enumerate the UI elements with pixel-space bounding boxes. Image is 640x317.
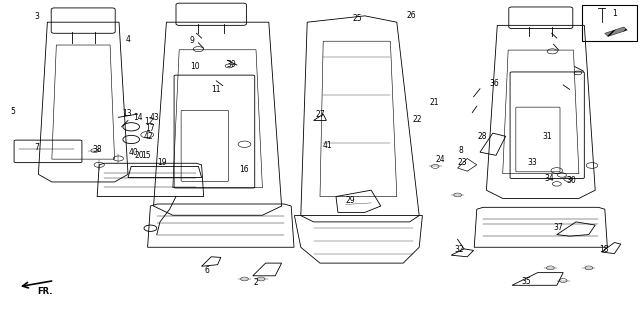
Text: 8: 8	[458, 146, 463, 155]
Text: 40: 40	[128, 148, 138, 157]
Text: 22: 22	[413, 115, 422, 124]
Polygon shape	[605, 27, 627, 36]
Text: 32: 32	[454, 245, 465, 254]
Text: 9: 9	[189, 36, 195, 45]
Text: 18: 18	[599, 245, 608, 254]
Text: 27: 27	[315, 110, 325, 119]
Text: 19: 19	[157, 158, 167, 167]
Text: 36: 36	[489, 79, 499, 87]
Text: 10: 10	[190, 62, 200, 71]
Text: 37: 37	[553, 223, 563, 232]
Text: 20: 20	[134, 152, 145, 160]
Text: 15: 15	[141, 152, 151, 160]
Text: 26: 26	[406, 11, 416, 20]
Text: 39: 39	[227, 60, 237, 68]
Text: 11: 11	[212, 85, 221, 94]
Text: 28: 28	[477, 133, 486, 141]
Text: 25: 25	[352, 14, 362, 23]
Text: 3: 3	[35, 12, 40, 21]
Text: 21: 21	[429, 98, 438, 107]
Text: 7: 7	[35, 143, 40, 152]
Text: 35: 35	[521, 277, 531, 286]
Text: 29: 29	[345, 196, 355, 205]
Text: FR.: FR.	[37, 287, 52, 295]
Text: 33: 33	[527, 158, 538, 167]
Text: 14: 14	[132, 113, 143, 122]
Text: 41: 41	[323, 141, 333, 150]
Text: 6: 6	[204, 266, 209, 275]
Text: 31: 31	[542, 133, 552, 141]
Text: 5: 5	[10, 107, 15, 116]
Text: 42: 42	[143, 133, 154, 141]
Text: 2: 2	[253, 278, 259, 287]
Text: 4: 4	[125, 35, 131, 44]
Text: 30: 30	[566, 176, 577, 184]
Text: 17: 17	[145, 124, 156, 133]
Text: 34: 34	[544, 174, 554, 183]
Text: 12: 12	[144, 117, 153, 126]
Text: 13: 13	[122, 109, 132, 118]
Text: 38: 38	[92, 145, 102, 154]
Text: 16: 16	[239, 165, 250, 174]
Text: 1: 1	[612, 9, 617, 18]
Text: 23: 23	[457, 158, 467, 167]
Text: 24: 24	[435, 155, 445, 164]
Text: 43: 43	[150, 113, 160, 122]
